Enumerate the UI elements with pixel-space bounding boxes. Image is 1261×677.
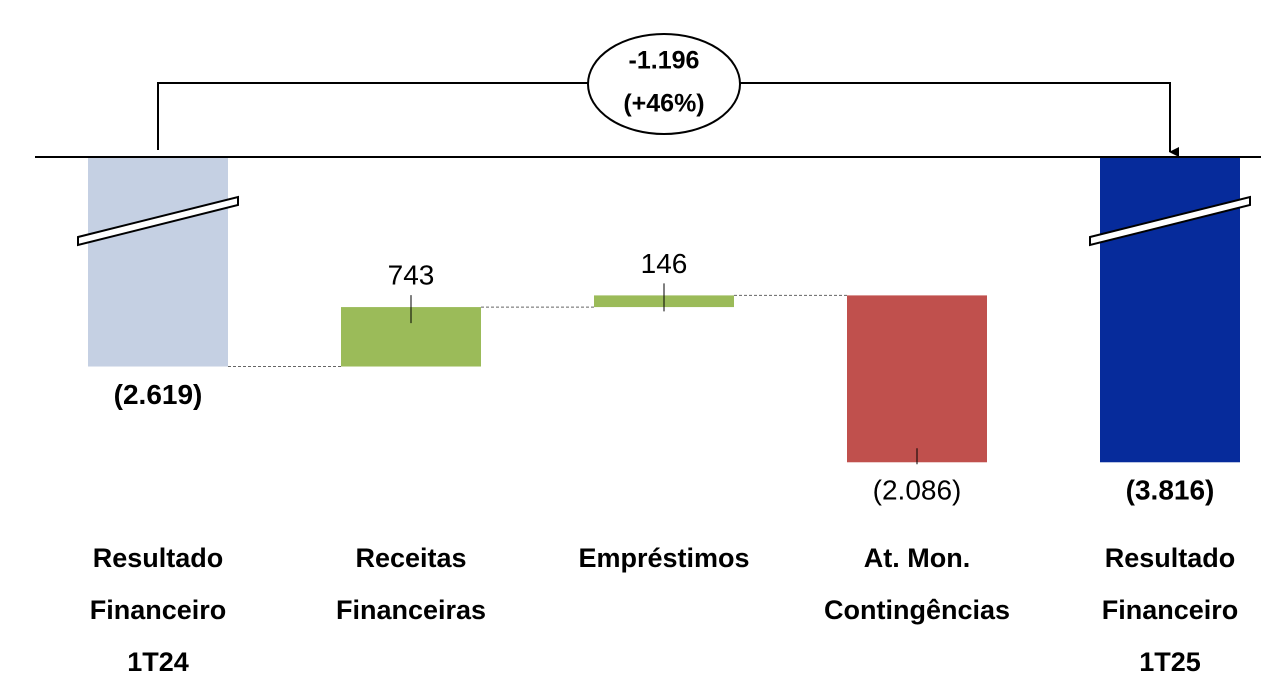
axis-break [1089,195,1251,247]
x-tick-label: 1T25 [1139,647,1201,677]
axis-break [77,195,239,247]
x-tick-label: Contingências [824,595,1010,625]
x-tick-label: Financeiro [1102,595,1239,625]
bar [1100,157,1240,463]
value-label: (2.086) [873,475,962,506]
x-tick-label: Empréstimos [578,543,749,573]
bar [847,295,987,463]
x-tick-label: Receitas [355,543,466,573]
bar [88,157,228,367]
x-tick-label: Financeiro [90,595,227,625]
annotation-ellipse [587,33,741,135]
value-label: 743 [388,259,435,290]
annotation: -1.196 [629,47,700,75]
x-tick-label: Resultado [1105,543,1236,573]
value-label: 146 [641,248,688,279]
x-tick-label: At. Mon. [864,543,970,573]
value-label: (3.816) [1126,475,1215,506]
annotation: (+46%) [623,90,704,118]
x-tick-label: 1T24 [127,647,189,677]
x-tick-label: Resultado [93,543,224,573]
value-label: (2.619) [114,379,203,410]
x-tick-label: Financeiras [336,595,486,625]
